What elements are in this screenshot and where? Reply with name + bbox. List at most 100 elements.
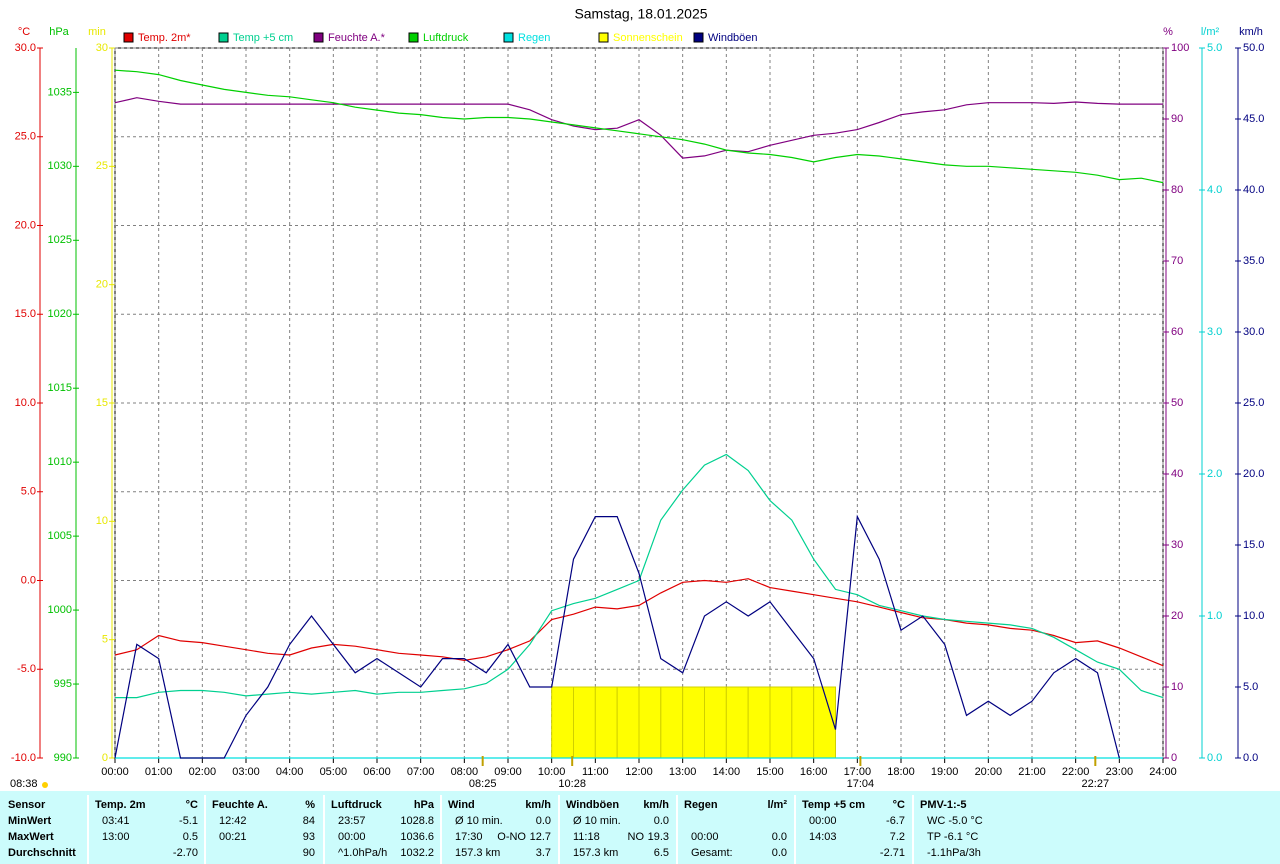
chart-background — [0, 0, 1280, 791]
stats-cell: TP -6.1 °C — [927, 831, 978, 843]
legend-label: Regen — [518, 32, 550, 44]
stats-row-label: Durchschnitt — [8, 847, 76, 859]
legend-swatch — [598, 32, 609, 43]
y-tick-label: 30 — [1171, 539, 1183, 551]
stats-header: Temp. 2m — [95, 799, 146, 811]
x-tick-label: 14:00 — [713, 766, 741, 778]
series-line — [115, 453, 1164, 699]
stats-cell: Ø 10 min. — [455, 815, 503, 827]
stats-cell: 00:00 — [809, 815, 837, 827]
x-tick-label: 08:00 — [451, 766, 479, 778]
y-tick-label: 10 — [1171, 681, 1183, 693]
legend-label: Windböen — [708, 32, 758, 44]
y-tick-label: 990 — [54, 752, 72, 764]
x-tick-label: 04:00 — [276, 766, 304, 778]
y-tick-label: 20 — [1171, 610, 1183, 622]
y-tick-label: 1035 — [48, 86, 72, 98]
y-tick-label: 100 — [1171, 42, 1189, 54]
stats-cell: 84 — [303, 815, 315, 827]
sun-bar — [813, 686, 837, 759]
annotation-label: 17:04 — [847, 778, 875, 790]
y-tick-label: 10.0 — [15, 397, 36, 409]
stats-cell: Ø 10 min. — [573, 815, 621, 827]
stats-cell: 3.7 — [536, 847, 551, 859]
axis-unit: °C — [18, 26, 30, 38]
y-tick-label: 5.0 — [1243, 681, 1258, 693]
y-tick-label: 15.0 — [15, 308, 36, 320]
stats-cell: 00:00 — [691, 831, 719, 843]
stats-cell: -5.1 — [179, 815, 198, 827]
stats-unit: hPa — [414, 799, 435, 811]
stats-cell: -2.71 — [880, 847, 905, 859]
series-line — [114, 97, 1163, 159]
stats-row-label: MaxWert — [8, 831, 54, 843]
stats-cell: NO — [628, 831, 645, 843]
stats-cell: 12.7 — [530, 831, 551, 843]
x-tick-label: 10:00 — [538, 766, 566, 778]
stats-header: Temp +5 cm — [802, 799, 865, 811]
stats-cell: 14:03 — [809, 831, 837, 843]
y-tick-label: 90 — [1171, 113, 1183, 125]
y-tick-label: 30.0 — [1243, 326, 1264, 338]
y-tick-label: 1030 — [48, 160, 72, 172]
legend-label: Luftdruck — [423, 32, 469, 44]
y-tick-label: 70 — [1171, 255, 1183, 267]
y-tick-label: 20.0 — [15, 219, 36, 231]
y-tick-label: 1025 — [48, 234, 72, 246]
y-tick-label: 4.0 — [1207, 184, 1222, 196]
axis-unit: l/m² — [1201, 26, 1220, 38]
stats-cell: 19.3 — [648, 831, 669, 843]
legend-swatch — [218, 32, 229, 43]
x-tick-label: 18:00 — [887, 766, 915, 778]
y-tick-label: 1010 — [48, 456, 72, 468]
stats-unit: km/h — [643, 799, 669, 811]
stats-cell: 03:41 — [102, 815, 130, 827]
stats-unit: km/h — [525, 799, 551, 811]
legend-swatch — [123, 32, 134, 43]
x-tick-label: 01:00 — [145, 766, 173, 778]
sun-bar — [725, 686, 749, 759]
legend-label: Temp. 2m* — [138, 32, 191, 44]
x-tick-label: 06:00 — [363, 766, 391, 778]
y-tick-label: 25.0 — [15, 131, 36, 143]
stats-cell: Gesamt: — [691, 847, 733, 859]
sun-bar — [769, 686, 793, 759]
sun-bar — [616, 686, 640, 759]
stats-header: Regen — [684, 799, 718, 811]
stats-cell: 17:30 — [455, 831, 483, 843]
sun-bar — [573, 686, 596, 759]
x-tick-label: 05:00 — [320, 766, 348, 778]
y-tick-label: 15 — [96, 397, 108, 409]
y-tick-label: 15.0 — [1243, 539, 1264, 551]
x-tick-label: 21:00 — [1018, 766, 1046, 778]
x-tick-label: 13:00 — [669, 766, 697, 778]
y-tick-label: 1020 — [48, 308, 72, 320]
x-tick-label: 24:00 — [1149, 766, 1177, 778]
axis-unit: km/h — [1239, 26, 1263, 38]
y-tick-label: 20.0 — [1243, 468, 1264, 480]
x-tick-label: 00:00 — [101, 766, 129, 778]
stats-background — [0, 791, 1280, 864]
stats-cell: 00:21 — [219, 831, 247, 843]
y-tick-label: 2.0 — [1207, 468, 1222, 480]
stats-cell: 0.0 — [772, 831, 787, 843]
corner-note: 08:38 — [10, 778, 38, 790]
y-tick-label: -5.0 — [17, 663, 36, 675]
stats-header: Windböen — [566, 799, 619, 811]
x-tick-label: 22:00 — [1062, 766, 1090, 778]
y-tick-label: 1015 — [48, 382, 72, 394]
stats-cell: 0.0 — [536, 815, 551, 827]
stats-cell: 90 — [303, 847, 315, 859]
x-tick-label: 12:00 — [625, 766, 653, 778]
sun-bar — [660, 686, 684, 759]
y-tick-label: 40.0 — [1243, 184, 1264, 196]
stats-header: Luftdruck — [331, 799, 383, 811]
x-tick-label: 15:00 — [756, 766, 784, 778]
stats-cell: 93 — [303, 831, 315, 843]
y-tick-label: 5.0 — [1207, 42, 1222, 54]
y-tick-label: 5.0 — [21, 486, 36, 498]
stats-cell: 12:42 — [219, 815, 247, 827]
stats-cell: 0.0 — [654, 815, 669, 827]
stats-cell: 157.3 km — [455, 847, 500, 859]
